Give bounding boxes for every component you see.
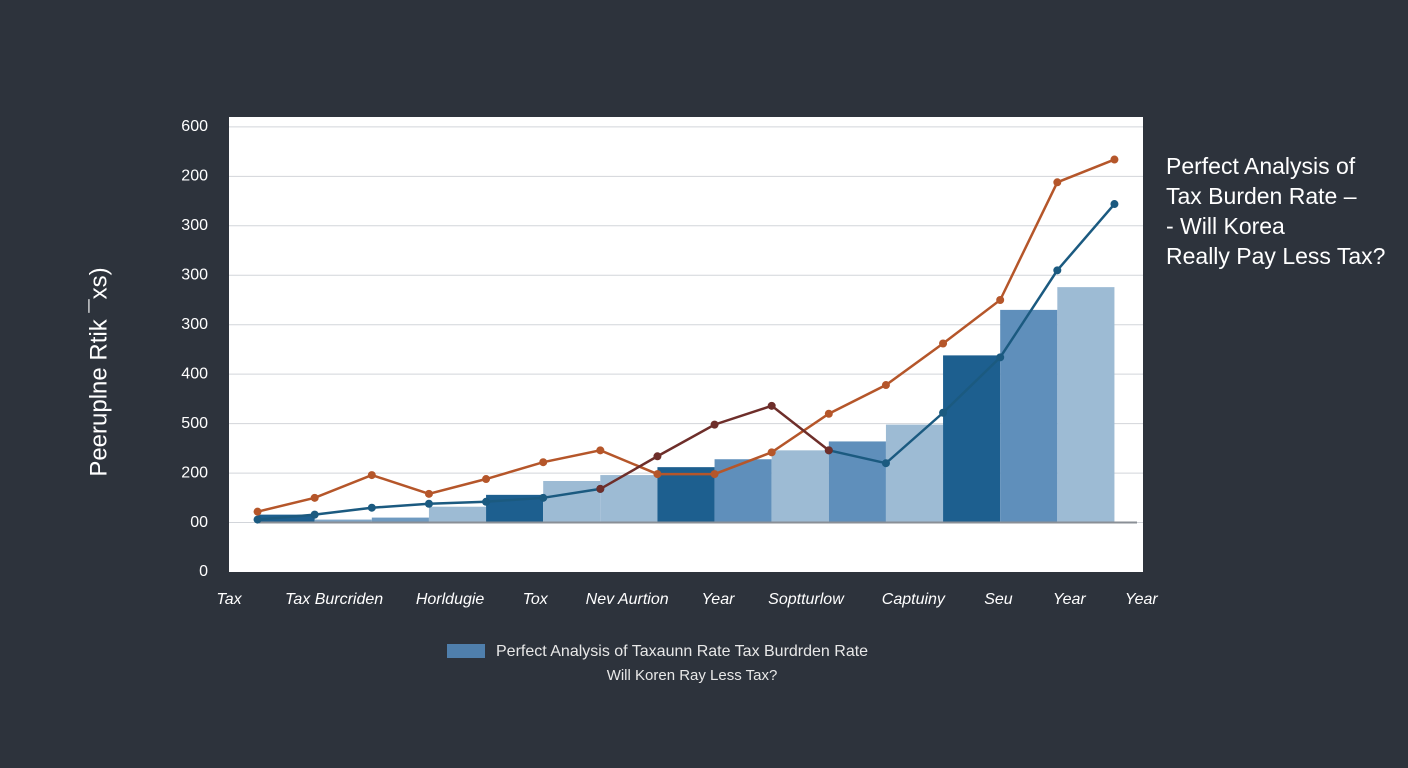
line-point xyxy=(939,339,948,348)
line-point xyxy=(310,510,319,519)
legend-caption: Will Koren Ray Less Tax? xyxy=(607,667,778,684)
bar xyxy=(714,459,772,523)
y-tick-label: 200 xyxy=(181,464,208,481)
bar xyxy=(943,355,1001,523)
x-tick-label: Nev Aurtion xyxy=(586,591,669,608)
line-point xyxy=(596,484,605,493)
x-tick-label: Tox xyxy=(523,591,549,608)
line-point xyxy=(424,489,433,498)
y-tick-label: 300 xyxy=(181,217,208,234)
line-point xyxy=(996,295,1005,304)
line-point xyxy=(1053,266,1062,275)
line-point xyxy=(767,401,776,410)
bar xyxy=(885,424,944,523)
line-point xyxy=(539,493,548,502)
bar xyxy=(657,467,715,523)
line-point xyxy=(996,353,1005,362)
y-tick-label: 400 xyxy=(181,365,208,382)
x-tick-label: Captuiny xyxy=(882,591,946,608)
x-tick-label: Soptturlow xyxy=(768,591,845,608)
x-tick-label: Tax xyxy=(216,591,242,608)
line-point xyxy=(1110,155,1119,164)
chart-title: Really Pay Less Tax? xyxy=(1166,243,1385,269)
line-point xyxy=(424,499,433,508)
y-tick-label: 200 xyxy=(181,168,208,185)
bar xyxy=(828,441,886,523)
y-tick-label: 0 xyxy=(199,563,208,580)
x-tick-label: Year xyxy=(702,591,736,608)
line-point xyxy=(824,409,833,418)
bar xyxy=(1057,287,1115,523)
bar xyxy=(428,506,487,523)
bar xyxy=(257,514,315,523)
bar xyxy=(1000,309,1058,523)
line-point xyxy=(1110,200,1119,209)
line-point xyxy=(653,452,662,461)
bar xyxy=(371,517,429,523)
line-point xyxy=(824,446,833,455)
x-tick-label: Year xyxy=(1053,591,1087,608)
line-point xyxy=(539,458,548,467)
x-tick-label: Year xyxy=(1125,591,1159,608)
legend-swatch xyxy=(447,644,485,658)
line-point xyxy=(881,459,890,468)
legend-label: Perfect Analysis of Taxaunn Rate Tax Bur… xyxy=(496,643,868,660)
line-point xyxy=(310,493,319,502)
chart-title: - Will Korea xyxy=(1166,213,1285,239)
y-tick-label: 600 xyxy=(181,118,208,135)
line-point xyxy=(253,507,262,516)
line-point xyxy=(881,381,890,390)
line-point xyxy=(482,497,491,506)
bar xyxy=(600,475,658,523)
chart-title: Tax Burden Rate – xyxy=(1166,183,1357,209)
bar xyxy=(314,519,372,523)
line-point xyxy=(482,475,491,484)
line-point xyxy=(253,515,262,524)
y-tick-label: 500 xyxy=(181,415,208,432)
line-point xyxy=(710,420,719,429)
line-point xyxy=(596,446,605,455)
line-point xyxy=(1053,178,1062,187)
x-tick-label: Tax Burcriden xyxy=(285,591,383,608)
x-tick-label: Horldugie xyxy=(416,591,485,608)
line-point xyxy=(653,470,662,479)
line-point xyxy=(767,448,776,457)
y-tick-label: 300 xyxy=(181,266,208,283)
bar xyxy=(543,481,601,523)
line-point xyxy=(710,470,719,479)
line-point xyxy=(367,503,376,512)
line-point xyxy=(367,471,376,480)
y-tick-label: 00 xyxy=(190,514,208,531)
line xyxy=(257,158,1115,513)
y-axis-label: Peeruplne Rtik ¯xs) xyxy=(85,267,112,476)
x-tick-label: Seu xyxy=(984,591,1013,608)
bar xyxy=(771,450,829,523)
chart-title: Perfect Analysis of xyxy=(1166,153,1356,179)
y-tick-label: 300 xyxy=(181,316,208,333)
line-point xyxy=(939,408,948,417)
